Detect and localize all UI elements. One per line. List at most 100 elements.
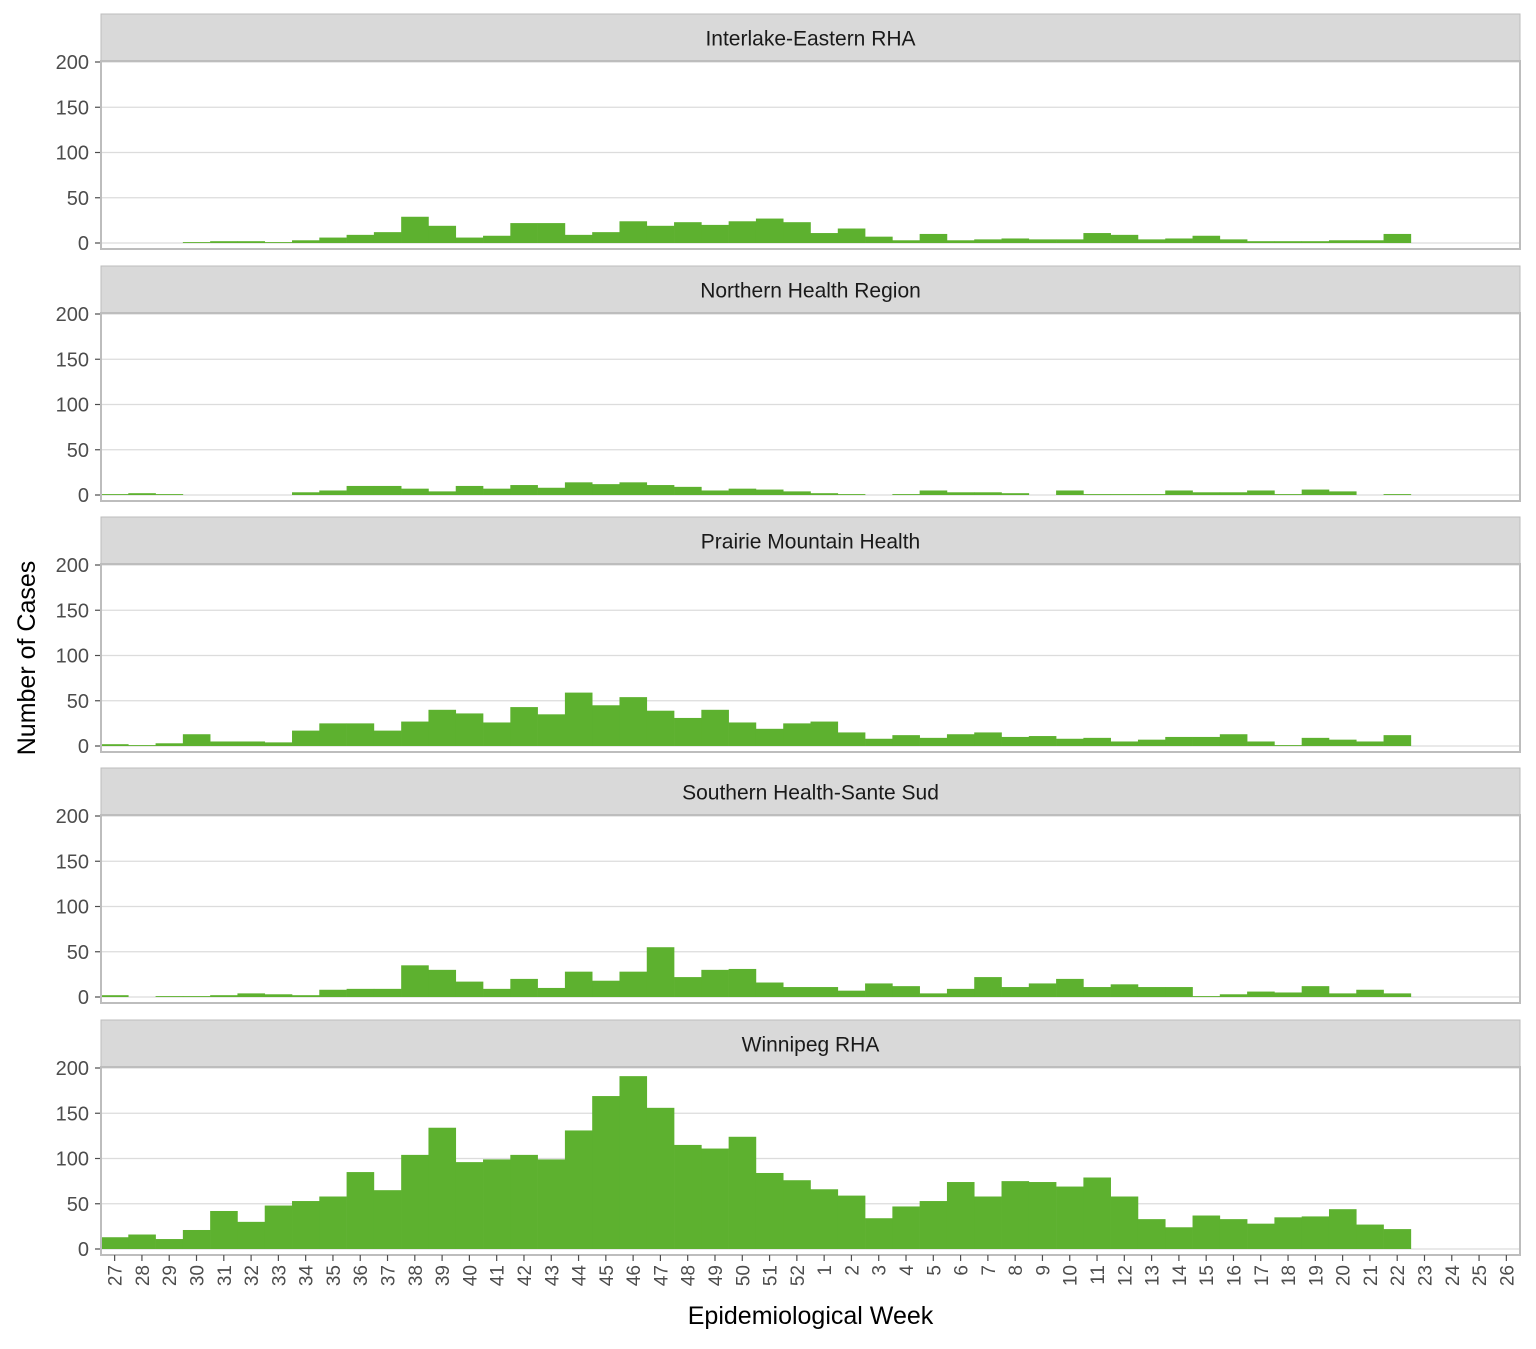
x-tick-label: 38	[406, 1265, 427, 1286]
bar	[1165, 736, 1193, 746]
bar	[373, 1190, 402, 1249]
x-tick-label: 3	[870, 1265, 891, 1276]
bar	[946, 988, 975, 997]
bar	[1056, 239, 1084, 243]
bar	[837, 1195, 866, 1249]
bar	[919, 1201, 948, 1249]
x-tick-label: 41	[488, 1265, 509, 1286]
bar	[373, 485, 402, 495]
bar	[1301, 241, 1330, 243]
x-tick-label: 33	[269, 1265, 290, 1286]
bar	[1383, 1229, 1412, 1249]
bar	[373, 232, 402, 243]
bar	[1383, 735, 1412, 746]
bar	[319, 237, 347, 243]
bar	[837, 494, 866, 495]
bar	[619, 697, 648, 746]
panel-strip	[100, 516, 1521, 565]
bar	[1383, 494, 1412, 495]
bar	[974, 492, 1002, 495]
bar	[510, 223, 538, 243]
x-tick-label: 6	[952, 1265, 973, 1276]
bar	[237, 1221, 266, 1249]
bar	[1356, 741, 1384, 746]
bar	[946, 492, 975, 495]
bar	[1192, 996, 1221, 997]
bar	[292, 240, 320, 243]
bar	[1274, 241, 1302, 243]
bar	[155, 494, 184, 495]
bar	[619, 221, 648, 243]
bar	[237, 741, 266, 746]
bar	[1083, 1177, 1111, 1249]
bar	[592, 232, 620, 243]
bar	[1356, 240, 1384, 243]
bar	[210, 995, 238, 997]
bar	[946, 1182, 975, 1249]
bar	[1165, 987, 1193, 997]
bar	[865, 983, 893, 997]
bar	[537, 487, 566, 495]
bar	[810, 721, 839, 746]
bar	[1001, 736, 1030, 746]
bar	[1192, 736, 1221, 746]
bar	[264, 742, 293, 746]
y-tick-label: 150	[56, 97, 89, 119]
bar	[182, 996, 211, 997]
x-tick-label: 23	[1415, 1265, 1436, 1286]
x-tick-label: 1	[815, 1265, 836, 1276]
y-tick-label: 100	[56, 395, 89, 417]
bar	[783, 491, 811, 495]
bar	[783, 723, 811, 746]
bar	[346, 234, 375, 243]
x-tick-label: 26	[1497, 1265, 1518, 1286]
bar	[292, 995, 320, 997]
bar	[373, 730, 402, 746]
bar	[892, 735, 920, 746]
panel-strip	[100, 1019, 1521, 1068]
bar	[1219, 1219, 1248, 1249]
bar	[1028, 983, 1057, 997]
bar	[646, 710, 675, 746]
x-tick-label: 25	[1470, 1265, 1491, 1286]
x-tick-label: 2	[842, 1265, 863, 1276]
bar	[1383, 233, 1412, 243]
panel-border	[100, 814, 1521, 1004]
y-tick-label: 150	[56, 1103, 89, 1125]
bar	[592, 705, 620, 746]
bar	[1219, 492, 1248, 495]
panel-border	[100, 312, 1521, 502]
bar	[1328, 739, 1357, 746]
panel-background	[101, 61, 1520, 249]
panel-title: Southern Health-Sante Sud	[682, 782, 939, 805]
x-tick-label: 42	[515, 1265, 536, 1286]
bar	[1356, 1224, 1384, 1249]
bar	[564, 1130, 593, 1249]
bar	[401, 1154, 429, 1249]
bar	[210, 741, 238, 746]
bar	[701, 709, 729, 746]
x-tick-label: 39	[433, 1265, 454, 1286]
bar	[292, 1201, 320, 1249]
bar	[428, 1127, 457, 1249]
bar	[292, 730, 320, 746]
bar	[182, 1229, 211, 1249]
bar	[1083, 737, 1111, 746]
panel-title: Winnipeg RHA	[742, 1034, 880, 1057]
x-tick-label: 9	[1033, 1265, 1054, 1276]
bar	[728, 722, 757, 746]
y-tick-label: 50	[67, 691, 89, 713]
bar	[701, 1148, 729, 1249]
bar	[783, 222, 811, 243]
bar	[401, 488, 429, 495]
bar	[1137, 1219, 1166, 1249]
bar	[810, 987, 839, 997]
bar	[401, 965, 429, 997]
bar	[564, 482, 593, 495]
bar	[564, 234, 593, 243]
bar	[755, 489, 784, 495]
bar	[946, 240, 975, 243]
x-tick-label: 17	[1252, 1265, 1273, 1286]
x-tick-label: 52	[788, 1265, 809, 1286]
bar	[1028, 239, 1057, 243]
